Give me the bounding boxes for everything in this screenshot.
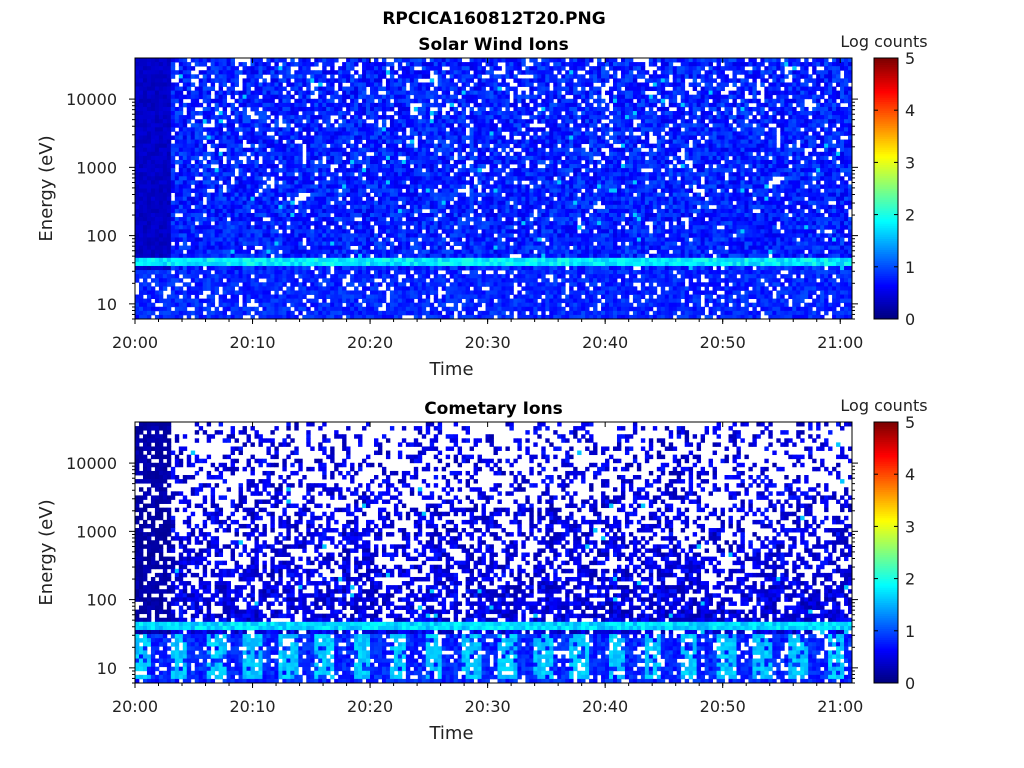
panel-solar-wind: Solar Wind Ions 20:00 20:10 20:20 20:30 20:40… bbox=[36, 32, 928, 380]
figure-title: RPCICA160812T20.PNG bbox=[382, 9, 605, 29]
colorbar-label: Log counts bbox=[840, 396, 927, 415]
x-tick-label: 20:40 bbox=[582, 697, 628, 716]
x-tick-label: 20:40 bbox=[582, 333, 628, 352]
y-tick-label: 10000 bbox=[66, 454, 117, 473]
x-tick-label: 21:00 bbox=[817, 697, 863, 716]
y-tick-label: 10 bbox=[97, 659, 117, 678]
x-axis-label: Time bbox=[428, 359, 473, 380]
y-axis-label: Energy (eV) bbox=[36, 135, 57, 241]
y-tick-label: 1000 bbox=[76, 522, 117, 541]
colorbar-tick-label: 2 bbox=[905, 206, 915, 225]
x-tick-label: 20:50 bbox=[700, 697, 746, 716]
colorbar-tick-label: 4 bbox=[905, 101, 915, 120]
colorbar-tick-label: 1 bbox=[905, 622, 915, 641]
colorbar-tick-label: 3 bbox=[905, 517, 915, 536]
y-tick-label: 10 bbox=[97, 295, 117, 314]
x-axis-label: Time bbox=[428, 723, 473, 744]
y-tick-label: 100 bbox=[86, 227, 117, 246]
panel-title: Cometary Ions bbox=[424, 399, 563, 419]
heatmap bbox=[135, 422, 853, 684]
x-tick-label: 21:00 bbox=[817, 333, 863, 352]
colorbar-label: Log counts bbox=[840, 32, 927, 51]
plot-frame bbox=[134, 421, 853, 684]
colorbar-tick-label: 2 bbox=[905, 570, 915, 589]
x-tick-label: 20:10 bbox=[229, 697, 275, 716]
x-tick-label: 20:00 bbox=[112, 697, 158, 716]
y-tick-label: 100 bbox=[86, 591, 117, 610]
colorbar-tick-label: 4 bbox=[905, 465, 915, 484]
x-tick-label: 20:20 bbox=[347, 333, 393, 352]
x-tick-label: 20:30 bbox=[465, 697, 511, 716]
y-axis-label: Energy (eV) bbox=[36, 499, 57, 605]
plot-frame bbox=[134, 57, 853, 320]
colorbar-tick-label: 1 bbox=[905, 258, 915, 277]
y-tick-label: 10000 bbox=[66, 90, 117, 109]
x-tick-label: 20:10 bbox=[229, 333, 275, 352]
panel-title: Solar Wind Ions bbox=[418, 35, 569, 55]
x-tick-label: 20:50 bbox=[700, 333, 746, 352]
y-tick-label: 1000 bbox=[76, 158, 117, 177]
heatmap bbox=[135, 58, 853, 320]
x-tick-label: 20:30 bbox=[465, 333, 511, 352]
x-tick-label: 20:20 bbox=[347, 697, 393, 716]
colorbar-tick-label: 5 bbox=[905, 413, 915, 432]
colorbar-tick-label: 5 bbox=[905, 49, 915, 68]
colorbar-tick-label: 3 bbox=[905, 153, 915, 172]
colorbar-tick-label: 0 bbox=[905, 674, 915, 693]
x-tick-label: 20:00 bbox=[112, 333, 158, 352]
colorbar-tick-label: 0 bbox=[905, 310, 915, 329]
